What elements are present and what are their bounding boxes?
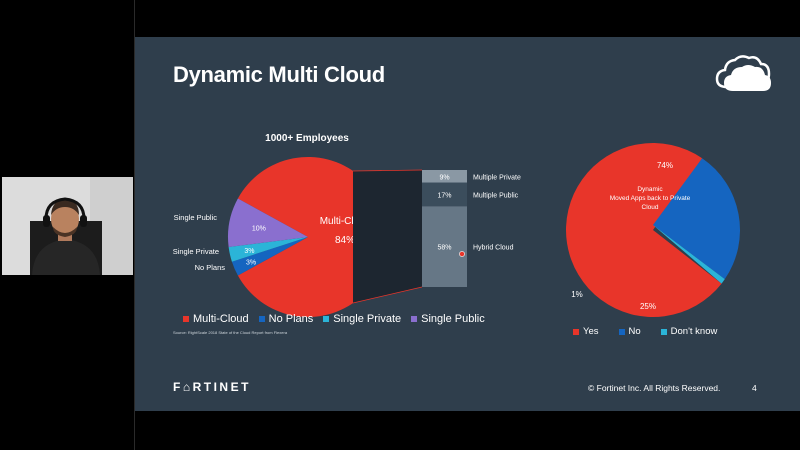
bar-value-hybrid-cloud: 58% [437,245,451,252]
pie1-slice-multi-cloud [237,157,388,317]
legend-label: Multi-Cloud [193,313,249,325]
bar-segment-hybrid-cloud [422,206,467,287]
pie2-label-dont-know: 1% [571,290,583,299]
pie1-slice-single-public [228,198,308,248]
charts-svg: 1000+ Employees Multi-Cloud 84% 10% 3% 3% Sin… [173,133,740,318]
webcam-video [2,177,133,275]
legend-label: Single Private [333,313,402,325]
pie-to-bar-connector [353,170,422,303]
legend-item-single-private: Single Private [323,313,401,325]
pie2-legend: Yes No Don't know [573,326,727,337]
source-note: Source: RightScale 2018 State of the Clo… [173,330,288,335]
pie1-legend: Multi-Cloud No Plans Single Private Sing… [183,313,495,325]
copyright-text: © Fortinet Inc. All Rights Reserved. [588,383,721,393]
cloud-icon [715,55,771,91]
legend-item-dont-know: Don't know [660,326,718,337]
bar-category-multiple-public: Multiple Public [473,192,519,199]
legend-swatch [323,316,330,322]
page-number: 4 [752,383,757,393]
sidebar-divider [0,0,135,450]
pie1-label-no-plans: 3% [246,260,256,267]
legend-item-yes: Yes [573,326,599,337]
pie1-slice-no-plans [231,237,308,276]
fortinet-logo: F⌂RTINET [173,380,251,394]
pie1-slice-single-private [228,237,308,262]
legend-item-no-plans: No Plans [258,313,314,325]
connector-line [352,169,423,172]
pie1-label-single-private: 3% [244,248,254,255]
pie2-label-no: 25% [640,302,656,311]
bar-segment-multiple-public [422,182,467,207]
slide-title: Dynamic Multi Cloud [173,62,385,87]
legend-label: Single Public [421,313,485,325]
presentation-slide: Dynamic Multi Cloud 1000+ Employees Mult… [135,37,800,411]
legend-swatch [411,316,418,322]
pie1-label-multi-cloud-name: Multi-Cloud [320,216,371,227]
pie1-category-single-private: Single Private [173,247,219,256]
legend-swatch [183,316,189,322]
bar-value-multiple-private: 9% [439,174,449,181]
legend-swatch [660,328,667,335]
connector-line [352,286,423,304]
pie2-slice-no [653,158,740,280]
pie2-annotation-line: Moved Apps back to Private [610,195,691,202]
legend-item-no: No [618,326,641,337]
pie1-title: 1000+ Employees [265,133,349,144]
bar-value-multiple-public: 17% [437,192,451,199]
pie1-category-no-plans: No Plans [195,263,226,272]
pie1-label-multi-cloud: 84% [335,235,355,246]
legend-item-single-public: Single Public [411,313,485,325]
pie2-annotation-line: Cloud [642,204,659,211]
legend-label: No Plans [268,313,314,325]
pie2-slice-dont-know [653,225,725,284]
pie1-label-single-public: 10% [252,226,266,233]
marker-dot [459,251,465,257]
legend-swatch [573,328,579,335]
legend-label: Don't know [670,326,718,337]
bar-category-hybrid-cloud: Hybrid Cloud [473,245,514,252]
legend-swatch [618,328,625,335]
pie1-category-single-public: Single Public [174,213,218,222]
pie2-label-yes: 74% [657,161,673,170]
pie2-annotation-line: Dynamic [637,186,663,193]
legend-item-multi-cloud: Multi-Cloud [183,313,249,325]
bar-category-multiple-private: Multiple Private [473,174,521,181]
legend-label: Yes [583,326,599,337]
bar-segment-multiple-private [422,170,467,183]
legend-label: No [628,326,641,337]
legend-swatch [258,316,265,322]
